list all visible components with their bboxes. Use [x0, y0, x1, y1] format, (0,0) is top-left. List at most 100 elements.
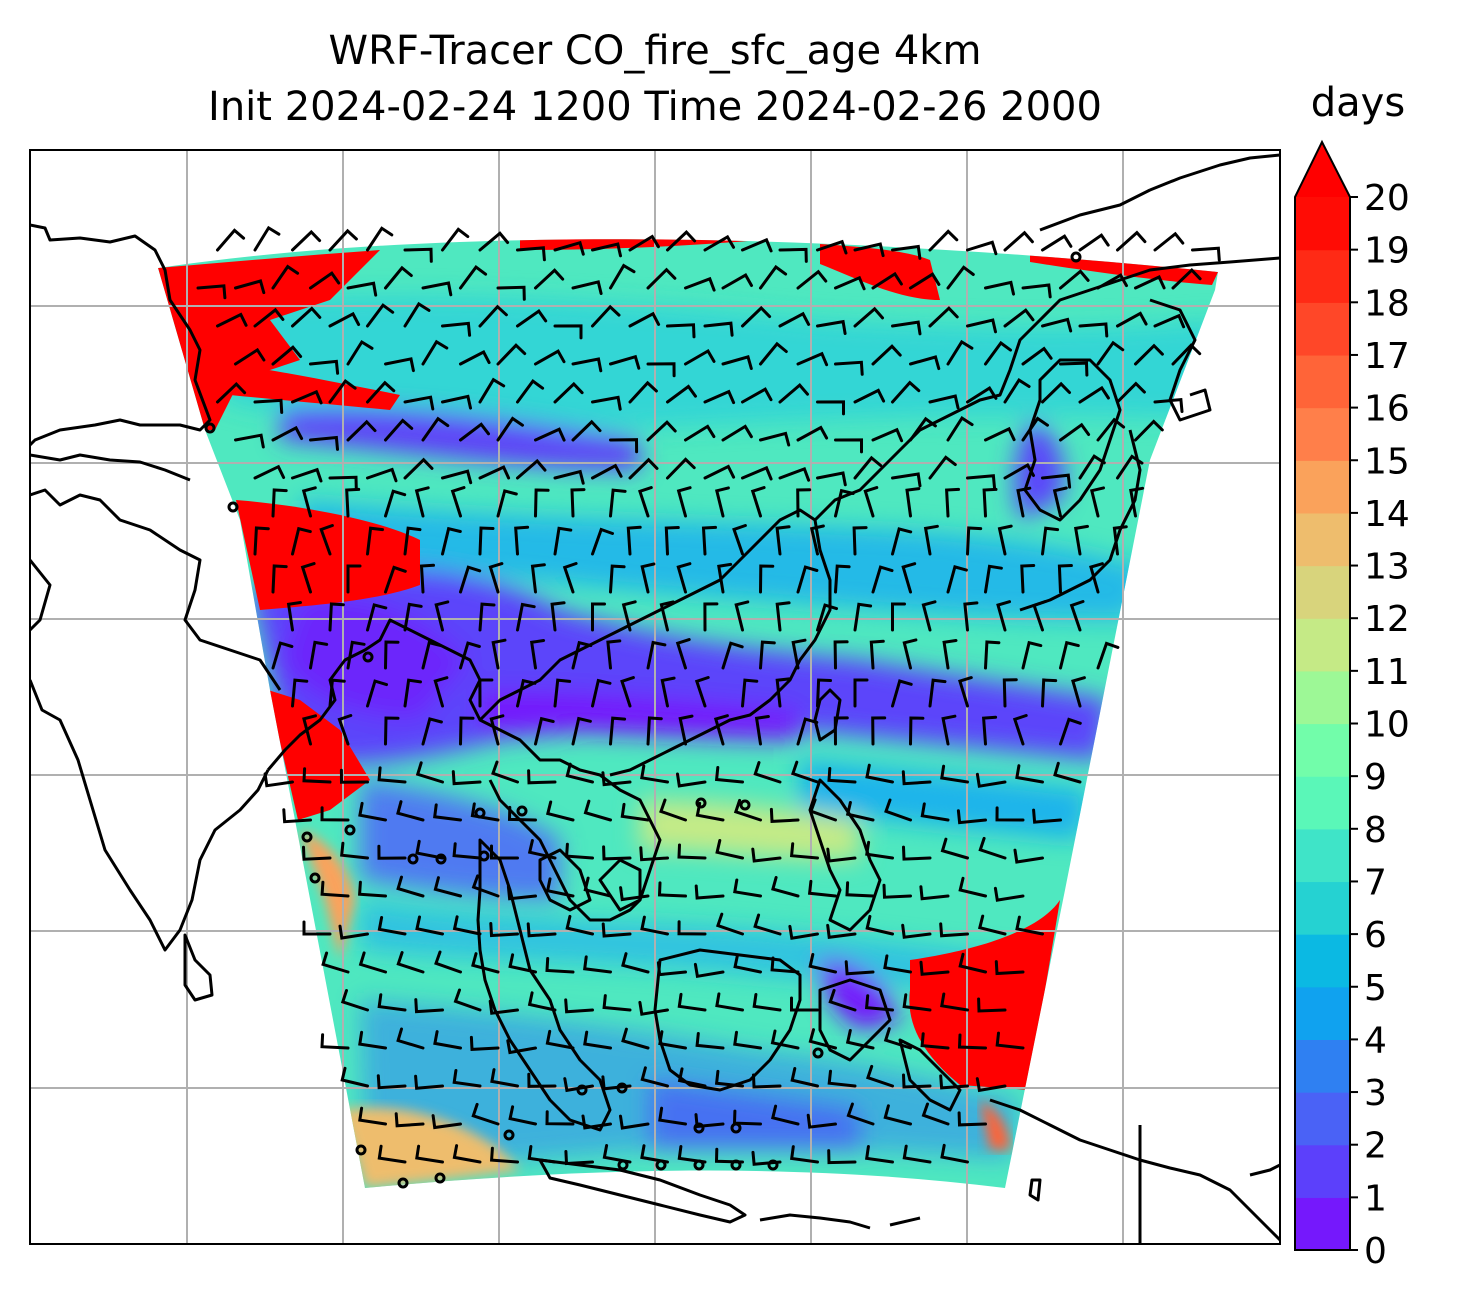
- wind-barb: [678, 714, 694, 746]
- wind-barb: [1116, 381, 1146, 404]
- wind-barb: [526, 922, 557, 938]
- colorbar-tick-label: 0: [1364, 1231, 1387, 1272]
- wind-barb: [996, 600, 1011, 632]
- wind-barb: [853, 388, 886, 404]
- wind-barb: [320, 1033, 350, 1050]
- wind-barb: [514, 525, 530, 556]
- wind-barb: [490, 844, 519, 860]
- wind-barb: [469, 1035, 500, 1051]
- wind-barb: [902, 638, 918, 670]
- wind-barb: [591, 678, 612, 708]
- wind-barb: [676, 562, 692, 594]
- wind-barb: [1129, 486, 1145, 518]
- colorbar-tick-label: 4: [1364, 1020, 1387, 1061]
- wind-barb: [564, 998, 594, 1014]
- wind-barb: [216, 312, 248, 328]
- wind-barb: [1041, 473, 1072, 489]
- wind-barb: [366, 679, 388, 708]
- wind-barb: [1134, 275, 1166, 290]
- wind-barb: [490, 1146, 519, 1164]
- wind-barb: [993, 886, 1025, 902]
- wind-barb: [865, 914, 894, 936]
- wind-barb: [714, 1069, 744, 1088]
- wind-barb: [565, 762, 594, 784]
- wind-barb: [741, 237, 773, 253]
- wind-barb: [695, 1032, 725, 1050]
- wind-barb: [956, 809, 987, 825]
- wind-barb: [901, 562, 917, 594]
- wind-barb: [891, 380, 921, 404]
- wind-barb: [328, 678, 346, 708]
- wind-barb: [516, 602, 536, 632]
- wind-barb: [496, 285, 526, 301]
- wind-barb: [414, 1074, 444, 1090]
- wind-barb: [291, 306, 322, 328]
- wind-barb: [834, 438, 863, 454]
- wind-barb: [421, 339, 449, 366]
- colorbar-segment: [1295, 1039, 1350, 1093]
- wind-barb: [659, 600, 675, 632]
- colorbar-tick-label: 8: [1364, 810, 1387, 851]
- wind-barb: [565, 842, 594, 860]
- wind-barb: [775, 525, 791, 556]
- wind-barb: [984, 340, 1012, 366]
- wind-barb: [1073, 524, 1089, 556]
- colorbar-segment: [1295, 881, 1350, 935]
- wind-barb: [963, 601, 979, 632]
- wind-barb: [414, 486, 430, 518]
- wind-barb: [775, 601, 791, 632]
- wind-barb: [302, 920, 332, 936]
- wind-barb: [796, 717, 819, 746]
- wind-barb: [946, 416, 974, 442]
- wind-barb: [1020, 564, 1036, 594]
- wind-barb: [583, 799, 612, 822]
- wind-barb: [421, 640, 443, 670]
- wind-barb: [620, 676, 635, 708]
- colorbar-tick-label: 10: [1364, 705, 1410, 746]
- wind-barb: [527, 991, 557, 1012]
- wind-barb: [441, 227, 470, 252]
- wind-barb: [545, 957, 575, 974]
- wind-barb: [865, 1145, 894, 1164]
- wind-barb: [714, 766, 744, 784]
- wind-barb: [901, 770, 932, 786]
- wind-barb: [545, 1110, 575, 1126]
- wind-barb: [478, 602, 496, 632]
- wind-barb: [1021, 640, 1043, 670]
- colorbar-segment: [1295, 670, 1350, 725]
- wind-barb: [591, 242, 622, 258]
- wind-barb: [358, 801, 387, 822]
- wind-barb: [902, 845, 932, 861]
- wind-barb: [778, 311, 811, 328]
- wind-barb: [320, 806, 350, 822]
- wind-barb: [807, 879, 837, 898]
- wind-barb: [441, 321, 472, 337]
- wind-barb: [366, 226, 394, 252]
- wind-barb: [826, 923, 857, 939]
- wind-barb: [516, 458, 547, 480]
- wind-barb: [358, 951, 387, 974]
- wind-barb: [863, 486, 879, 518]
- wind-barb: [923, 524, 939, 556]
- wind-barb: [853, 306, 884, 328]
- wind-barb: [703, 234, 735, 252]
- wind-barb: [553, 240, 585, 256]
- wind-barb: [703, 602, 719, 632]
- wind-barb: [415, 839, 444, 860]
- wind-barb: [1013, 848, 1044, 864]
- wind-barb: [459, 349, 491, 366]
- wind-barb: [478, 526, 495, 556]
- wind-barb: [995, 1031, 1025, 1050]
- wind-barb: [928, 229, 959, 252]
- wind-barb: [946, 339, 974, 366]
- wind-barb: [328, 311, 361, 328]
- wind-barb: [845, 801, 875, 822]
- wind-barb: [491, 760, 519, 784]
- colorbar-segment: [1295, 1092, 1350, 1146]
- wind-barb: [433, 876, 462, 898]
- wind-barb: [300, 562, 316, 594]
- wind-barb: [253, 307, 285, 328]
- wind-barb: [640, 764, 669, 784]
- wind-barb: [928, 306, 959, 328]
- wind-barb: [759, 431, 791, 447]
